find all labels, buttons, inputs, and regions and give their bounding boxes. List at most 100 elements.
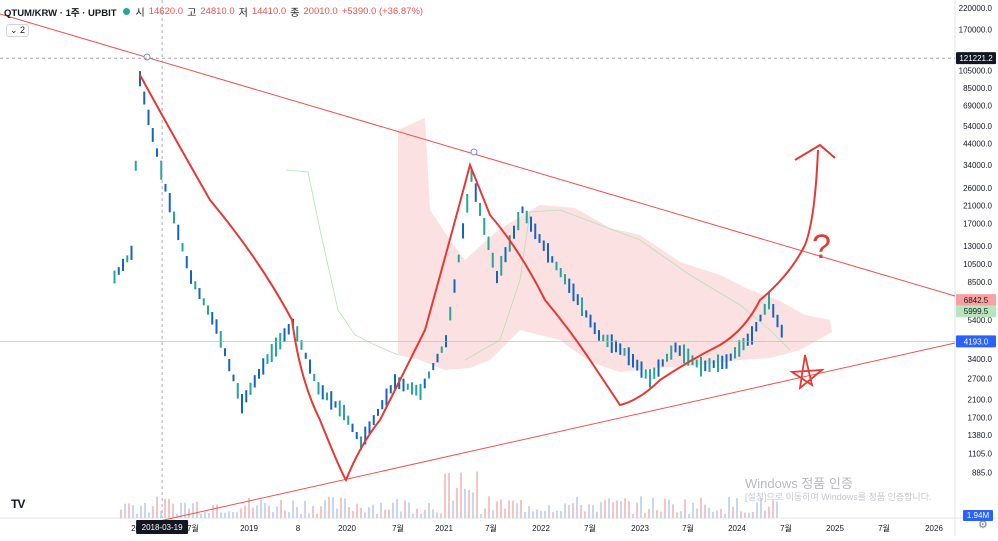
y-tick-label: 54000.0	[963, 122, 992, 131]
watermark-title: Windows 정품 인증	[745, 476, 853, 491]
volume-bar	[224, 512, 226, 518]
volume-bar	[364, 512, 366, 518]
volume-bar	[496, 501, 498, 518]
volume-bar	[252, 507, 254, 518]
volume-bar	[176, 513, 178, 518]
x-tick-label: 7월	[682, 523, 694, 533]
volume-bar	[596, 511, 598, 518]
volume-bar	[268, 505, 270, 518]
low-value: 14410.0	[251, 6, 287, 17]
volume-bar	[712, 511, 714, 518]
y-tick-label: 10500.0	[963, 260, 992, 269]
indicator-count: 2	[20, 25, 26, 35]
y-tick-label: 1380.0	[968, 431, 993, 440]
volume-bar	[532, 511, 534, 518]
volume-bar	[160, 510, 162, 518]
volume-bar	[136, 513, 138, 518]
high-value: 24810.0	[200, 6, 235, 17]
market-open-icon	[122, 8, 130, 15]
volume-bar	[588, 504, 590, 518]
volume-bar	[272, 512, 274, 518]
volume-bar	[276, 506, 278, 518]
x-tick-label: 7월	[187, 523, 199, 533]
y-tick-label: 170000.0	[959, 26, 993, 35]
settings-gear-icon[interactable]: ⚙	[978, 519, 988, 531]
trendline-anchor	[470, 148, 478, 156]
volume-bar	[500, 499, 502, 518]
volume-bar	[556, 510, 558, 518]
volume-bar	[652, 497, 654, 518]
volume-bar	[264, 502, 266, 518]
x-tick-label: 7월	[485, 523, 497, 533]
volume-bar	[504, 508, 506, 518]
crosshair-date-text: 2018-03-19	[142, 523, 183, 532]
volume-bar	[604, 499, 606, 518]
volume-bar	[584, 511, 586, 518]
volume-bar	[352, 510, 354, 518]
volume-bar	[572, 503, 574, 518]
volume-bar	[708, 507, 710, 518]
volume-bar	[476, 471, 478, 518]
x-tick-label: 8	[296, 524, 301, 533]
tradingview-logo[interactable]: TV	[11, 497, 25, 511]
volume-bar	[540, 511, 542, 518]
volume-bar	[460, 472, 462, 518]
volume-bar	[312, 506, 314, 518]
volume-bar	[544, 510, 546, 518]
volume-bar	[528, 506, 530, 518]
volume-bar	[256, 505, 258, 518]
volume-bar	[448, 473, 450, 518]
indicator-toggle[interactable]: ⌄ 2	[6, 24, 30, 37]
y-tick-label: 85000.0	[963, 84, 992, 93]
volume-bar	[240, 508, 242, 518]
trendline-anchor	[143, 53, 151, 61]
x-tick-label: 7월	[392, 523, 404, 533]
volume-bar	[288, 512, 290, 518]
volume-bar	[432, 509, 434, 518]
volume-bar	[668, 499, 670, 518]
chart-header: QTUM/KRW · 1주 · UPBIT 시 14620.0 고 24810.0 …	[4, 4, 423, 19]
volume-bar	[428, 503, 430, 518]
volume-bar	[508, 500, 510, 518]
volume-bar	[376, 513, 378, 518]
volume-bar	[220, 512, 222, 518]
x-tick-label: 2025	[826, 524, 844, 533]
volume-bar	[332, 497, 334, 518]
volume-bar	[196, 501, 198, 518]
low-label: 저	[238, 8, 248, 19]
price-label-box	[956, 294, 996, 307]
volume-bar	[280, 499, 282, 518]
volume-bar	[372, 504, 374, 518]
volume-bar	[772, 500, 774, 518]
volume-bar	[700, 497, 702, 518]
volume-bar	[400, 511, 402, 518]
volume-bar	[148, 512, 150, 518]
volume-bar	[524, 511, 526, 518]
watermark-subtitle: [설정]으로 이동하여 Windows를 정품 인증합니다.	[745, 492, 932, 502]
volume-bar	[208, 512, 210, 518]
volume-bar	[236, 512, 238, 518]
volume-bar	[632, 513, 634, 518]
volume-bar	[636, 502, 638, 518]
y-tick-label: 105000.0	[959, 66, 993, 75]
volume-bar	[624, 498, 626, 518]
x-tick-label: 2019	[240, 524, 258, 533]
y-tick-label: 13000.0	[963, 242, 992, 251]
symbol-label[interactable]: QTUM/KRW · 1주 · UPBIT	[4, 7, 117, 19]
volume-bar	[628, 501, 630, 518]
volume-bar	[640, 496, 642, 518]
volume-bar	[664, 498, 666, 518]
price-label-box	[956, 305, 996, 318]
volume-bar	[132, 505, 134, 518]
volume-bar	[244, 505, 246, 518]
volume-bar	[140, 505, 142, 518]
open-value: 14620.0	[148, 6, 184, 17]
volume-bar	[612, 502, 614, 518]
lagging-line	[464, 209, 791, 361]
volume-bar	[732, 506, 734, 518]
star-mark	[789, 354, 825, 391]
y-tick-label: 1700.0	[968, 413, 993, 422]
volume-bar	[484, 508, 486, 518]
